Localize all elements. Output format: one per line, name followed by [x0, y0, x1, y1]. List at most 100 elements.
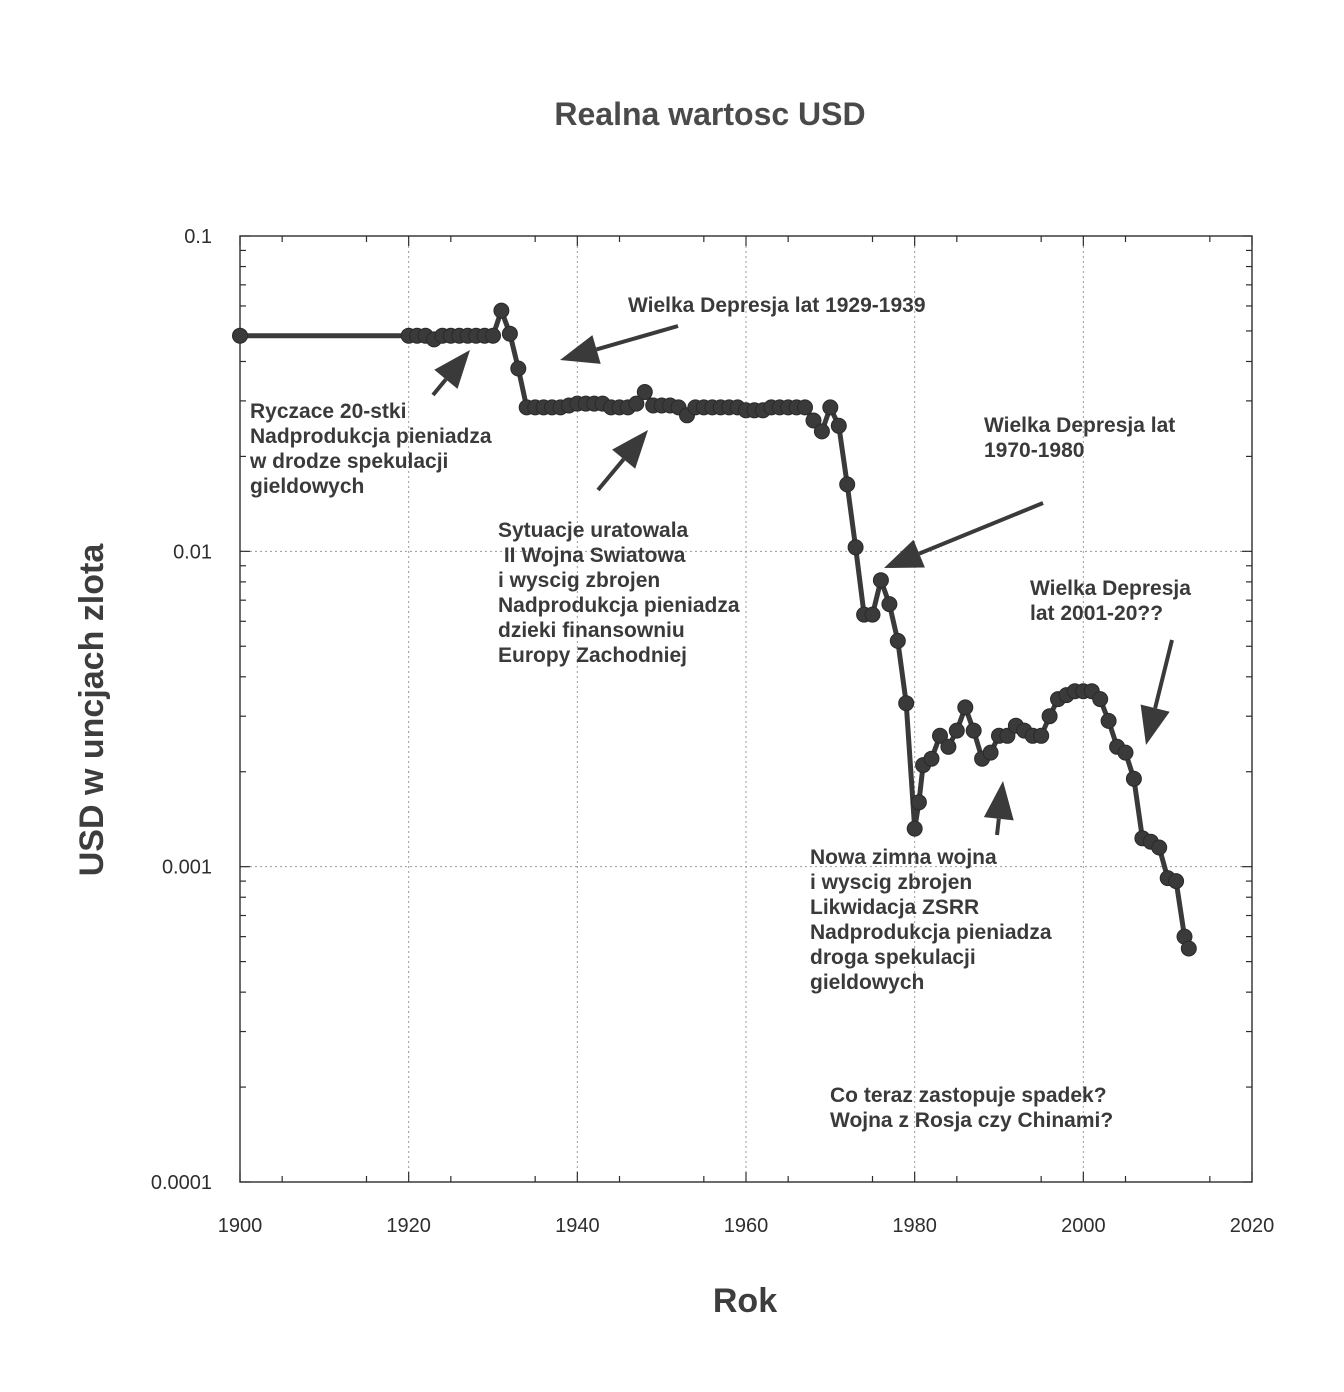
y-tick-label: 0.1 — [184, 226, 212, 248]
data-point — [910, 794, 927, 811]
annotation-line: droga spekulacji — [810, 946, 976, 969]
arrow-head — [884, 539, 925, 568]
arrow-shaft — [431, 378, 448, 397]
annotation-line: i wyscig zbrojen — [498, 569, 660, 592]
plot-frame — [239, 235, 1253, 1183]
data-point — [797, 399, 813, 416]
annotation-line: Nadprodukcja pieniadza — [810, 921, 1052, 944]
data-point — [982, 744, 999, 761]
annotation-line: 1970-1980 — [984, 439, 1084, 462]
annotation: Nowa zimna wojna i wyscig zbrojen Likwidac… — [810, 846, 1052, 994]
data-point — [813, 423, 830, 440]
data-point — [1180, 940, 1197, 957]
y-axis-title: USD w uncjach zlota — [73, 543, 111, 877]
data-point — [485, 327, 501, 344]
annotation-line: gieldowych — [250, 475, 364, 498]
annotation: Ryczace 20-stki Nadprodukcja pieniadza w d… — [249, 400, 492, 498]
data-point — [830, 417, 847, 434]
annotation-line: Co teraz zastopuje spadek? — [830, 1084, 1107, 1107]
x-tick-label: 1940 — [555, 1215, 600, 1237]
data-point — [805, 412, 822, 429]
annotation-line: gieldowych — [810, 971, 924, 994]
data-point — [232, 327, 248, 344]
arrow-shaft — [995, 818, 1001, 836]
series — [232, 302, 1197, 957]
arrow-head — [983, 781, 1014, 821]
annotation-line: Nadprodukcja pieniadza — [498, 594, 740, 617]
x-tick-label: 1920 — [386, 1215, 431, 1237]
data-point — [898, 695, 915, 712]
data-point — [628, 395, 645, 412]
data-point — [1041, 708, 1058, 725]
annotation-line: w drodze spekulacji — [249, 450, 448, 473]
grid — [240, 236, 1252, 1182]
arrow-head — [434, 350, 470, 389]
arrow-shaft — [595, 324, 679, 352]
data-point — [839, 476, 856, 493]
data-point — [847, 539, 864, 556]
annotation-line: Nowa zimna wojna — [810, 846, 997, 869]
data-point — [636, 384, 653, 400]
x-tick-label: 2000 — [1061, 1215, 1106, 1237]
annotation: Wielka Depresja lat 2001-20?? — [1030, 577, 1191, 625]
data-point — [1100, 712, 1117, 729]
data-point — [1151, 839, 1168, 856]
annotation-arrows — [431, 324, 1174, 836]
annotation-line: Wielka Depresja lat 1929-1939 — [628, 294, 926, 317]
data-point — [957, 699, 974, 716]
data-point — [822, 399, 839, 416]
annotation: Wielka Depresja lat 1929-1939 — [628, 294, 926, 317]
annotation-line: Nadprodukcja pieniadza — [250, 425, 492, 448]
x-tick-label: 1960 — [724, 1215, 769, 1237]
annotation-line: Wielka Depresja lat — [984, 414, 1175, 437]
annotation-line: Sytuacje uratowala — [498, 519, 689, 542]
data-point — [906, 820, 923, 837]
annotations: Wielka Depresja lat 1929-1939 Ryczace 20-… — [249, 294, 1191, 1132]
data-point — [932, 727, 948, 744]
data-point — [881, 596, 898, 613]
y-tick-label: 0.0001 — [151, 1172, 212, 1194]
data-point — [889, 632, 906, 649]
annotation: Wielka Depresja lat 1970-1980 — [984, 414, 1175, 462]
annotation-line: Wojna z Rosja czy Chinami? — [830, 1109, 1113, 1132]
chart-title: Realna wartosc USD — [554, 96, 865, 132]
x-tick-label: 1980 — [892, 1215, 937, 1237]
y-tick-label: 0.001 — [162, 857, 212, 879]
arrow-head — [612, 430, 648, 469]
annotation-line: Ryczace 20-stki — [250, 400, 406, 423]
data-point — [1092, 691, 1109, 708]
arrow-shaft — [918, 501, 1044, 556]
annotation-line: II Wojna Swiatowa — [498, 544, 686, 567]
data-point — [1125, 770, 1142, 787]
x-tick-label: 2020 — [1230, 1215, 1275, 1237]
data-point — [1033, 727, 1050, 744]
data-point — [510, 360, 527, 377]
annotation-line: Europy Zachodniej — [498, 644, 687, 667]
arrow-head — [1140, 704, 1170, 745]
annotation: Sytuacje uratowala II Wojna Swiatowa i wy… — [498, 519, 740, 667]
data-point — [872, 572, 889, 589]
data-point — [940, 738, 957, 755]
annotation-line: Likwidacja ZSRR — [810, 896, 979, 919]
annotation-line: i wyscig zbrojen — [810, 871, 972, 894]
data-point — [965, 722, 982, 739]
annotation-line: Wielka Depresja — [1030, 577, 1191, 600]
annotation-line: lat 2001-20?? — [1030, 602, 1163, 625]
data-point — [501, 325, 518, 342]
x-tick-label: 1900 — [218, 1215, 263, 1237]
data-point — [948, 722, 965, 739]
y-tick-labels: 0.1 0.01 0.001 0.0001 — [151, 226, 212, 1194]
y-tick-label: 0.01 — [173, 541, 212, 563]
data-point — [864, 606, 881, 623]
x-tick-labels: 1900 1920 1940 1960 1980 2000 2020 — [218, 1215, 1275, 1237]
arrow-head — [560, 335, 601, 364]
annotation-line: dzieki finansowniu — [498, 619, 685, 642]
arrow-shaft — [1153, 639, 1174, 709]
annotation: Co teraz zastopuje spadek? Wojna z Rosja … — [830, 1084, 1113, 1132]
data-point — [923, 750, 940, 767]
arrow-shaft — [596, 457, 626, 492]
data-point — [1168, 873, 1185, 890]
data-point — [1117, 744, 1134, 761]
data-point — [493, 302, 510, 319]
